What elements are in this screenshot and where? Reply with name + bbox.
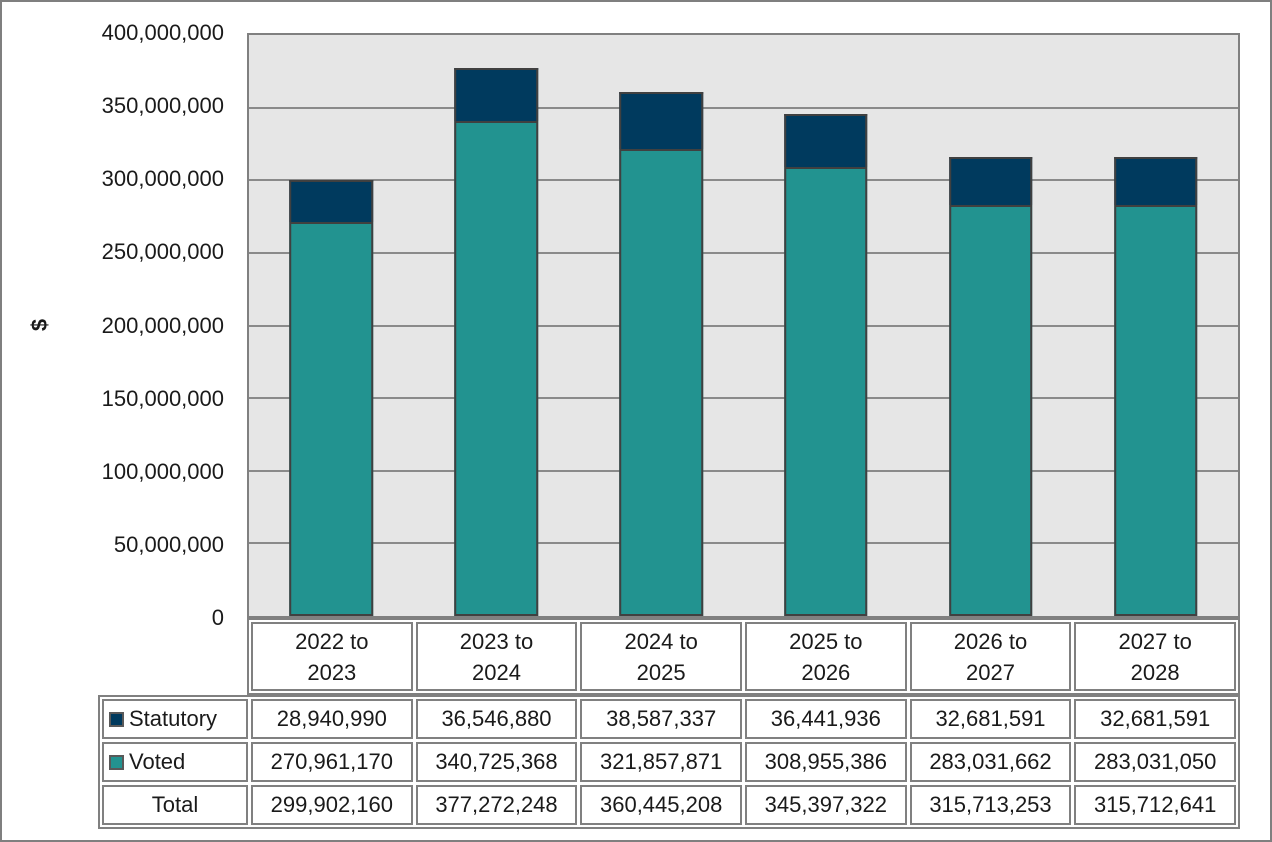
gridline [249, 469, 1238, 472]
bar-segment-statutory [289, 180, 374, 223]
bar-segment-statutory [784, 114, 868, 168]
row-label: Total [151, 792, 199, 817]
bar-group [454, 35, 539, 616]
bar-segment-voted [619, 148, 703, 616]
bar-group [289, 35, 374, 616]
category-header-cell: 2027 to 2028 [1074, 622, 1236, 691]
category-header-cell: 2022 to 2023 [251, 622, 413, 691]
value-cell: 36,546,880 [415, 699, 578, 739]
y-tick-label: 50,000,000 [113, 531, 224, 557]
gridline [249, 179, 1238, 182]
value-cell: 36,441,936 [745, 699, 907, 739]
category-header-cell: 2024 to 2025 [580, 622, 742, 691]
value-cell: 308,955,386 [745, 742, 907, 782]
value-cell: 283,031,050 [1074, 742, 1236, 782]
y-tick-label: 250,000,000 [101, 239, 224, 265]
bar-segment-statutory [948, 157, 1033, 205]
value-cell: 360,445,208 [580, 785, 742, 825]
category-header-row: 2022 to 2023 2023 to 2024 2024 to 2025 2025… [247, 618, 1240, 695]
category-header-cell: 2023 to 2024 [415, 622, 578, 691]
value-cell: 270,961,170 [251, 742, 413, 782]
gridline [249, 251, 1238, 254]
value-cell: 315,713,253 [909, 785, 1072, 825]
value-cell: 345,397,322 [745, 785, 907, 825]
legend-swatch-voted-icon [109, 754, 124, 770]
y-tick-label: 0 [211, 605, 224, 630]
gridline [249, 542, 1238, 545]
bar-segment-voted [784, 167, 868, 616]
y-tick-label: 300,000,000 [101, 166, 224, 192]
bar-segment-statutory [454, 68, 539, 122]
value-cell: 315,712,641 [1074, 785, 1236, 825]
row-label-cell: Voted [102, 742, 248, 782]
y-tick-label: 350,000,000 [101, 93, 224, 119]
gridline [249, 106, 1238, 109]
bar-segment-voted [948, 204, 1033, 616]
value-cell: 299,902,160 [251, 785, 413, 825]
value-cell: 28,940,990 [251, 699, 413, 739]
legend-swatch-statutory-icon [109, 711, 124, 727]
value-cell: 32,681,591 [909, 699, 1072, 739]
bar-group [948, 35, 1033, 616]
bar-segment-voted [1113, 204, 1198, 616]
row-label: Statutory [129, 706, 218, 731]
data-table: Statutory 28,940,990 36,546,880 38,587,337 3… [98, 695, 1240, 829]
row-label-cell: Statutory [102, 699, 248, 739]
value-cell: 340,725,368 [415, 742, 578, 782]
bar-segment-voted [289, 222, 374, 616]
value-cell: 321,857,871 [580, 742, 742, 782]
value-cell: 283,031,662 [909, 742, 1072, 782]
gridline [249, 324, 1238, 327]
y-tick-label: 200,000,000 [101, 312, 224, 338]
bar-segment-statutory [1113, 157, 1198, 205]
y-tick-label: 400,000,000 [101, 20, 224, 45]
y-tick-label: 100,000,000 [101, 458, 224, 484]
bar-group [1113, 35, 1198, 616]
gridline [249, 397, 1238, 400]
y-tick-label: 150,000,000 [101, 385, 224, 411]
bar-segment-voted [454, 121, 539, 616]
bar-segment-statutory [619, 92, 703, 149]
row-label-cell: Total [102, 785, 248, 825]
y-axis-labels: 400,000,000 350,000,000 300,000,000 250,000… [2, 20, 230, 630]
value-cell: 377,272,248 [415, 785, 578, 825]
bar-group [619, 35, 703, 616]
category-header-cell: 2025 to 2026 [745, 622, 907, 691]
row-label: Voted [129, 749, 186, 774]
category-header-cell: 2026 to 2027 [909, 622, 1072, 691]
value-cell: 32,681,591 [1074, 699, 1236, 739]
plot-area [247, 33, 1240, 618]
value-cell: 38,587,337 [580, 699, 742, 739]
bar-group [784, 35, 868, 616]
